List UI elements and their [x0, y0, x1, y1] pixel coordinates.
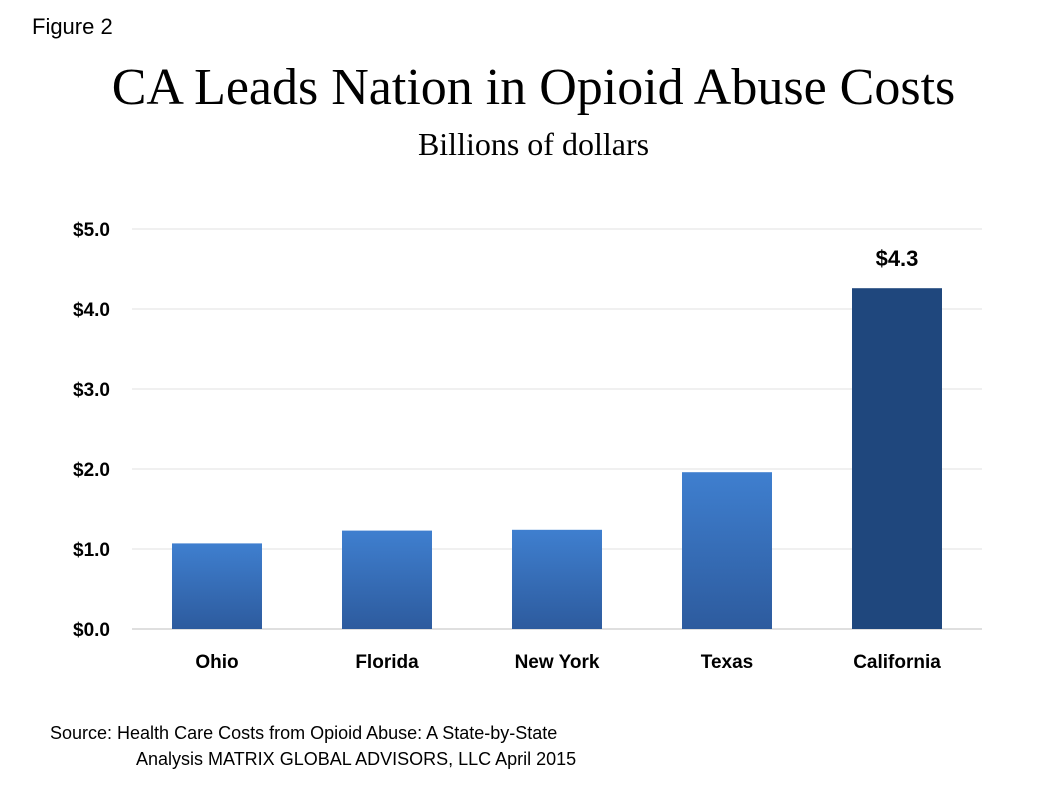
bar-ohio	[172, 543, 262, 629]
figure-label: Figure 2	[32, 14, 113, 39]
x-tick-label: New York	[515, 652, 600, 673]
source-note: Source: Health Care Costs from Opioid Ab…	[50, 720, 576, 772]
source-line-2: Analysis MATRIX GLOBAL ADVISORS, LLC Apr…	[136, 749, 577, 769]
source-line-1: Source: Health Care Costs from Opioid Ab…	[50, 723, 558, 743]
chart-title: CA Leads Nation in Opioid Abuse Costs	[111, 59, 956, 116]
y-tick-label: $3.0	[73, 380, 110, 401]
x-tick-label: Florida	[355, 652, 419, 673]
bar-chart: $0.0 $1.0 $2.0 $3.0 $4.0 $5.0 Ohio Florida New Y…	[73, 220, 982, 673]
labels: $0.0 $1.0 $2.0 $3.0 $4.0 $5.0 Ohio Florida New Y…	[73, 220, 941, 673]
bar-california	[852, 288, 942, 629]
x-tick-label: Texas	[701, 652, 753, 673]
bars	[172, 288, 942, 629]
bar-texas	[682, 472, 772, 629]
y-tick-label: $5.0	[73, 220, 110, 241]
bar-florida	[342, 530, 432, 629]
bar-new-york	[512, 529, 602, 629]
chart-subtitle: Billions of dollars	[417, 126, 650, 162]
x-tick-label: Ohio	[195, 652, 238, 673]
y-tick-label: $1.0	[73, 540, 110, 561]
data-label: $4.3	[876, 246, 919, 271]
y-tick-label: $2.0	[73, 460, 110, 481]
y-tick-label: $0.0	[73, 620, 110, 641]
gridlines	[132, 228, 982, 630]
y-tick-label: $4.0	[73, 300, 110, 321]
x-tick-label: California	[853, 652, 941, 673]
